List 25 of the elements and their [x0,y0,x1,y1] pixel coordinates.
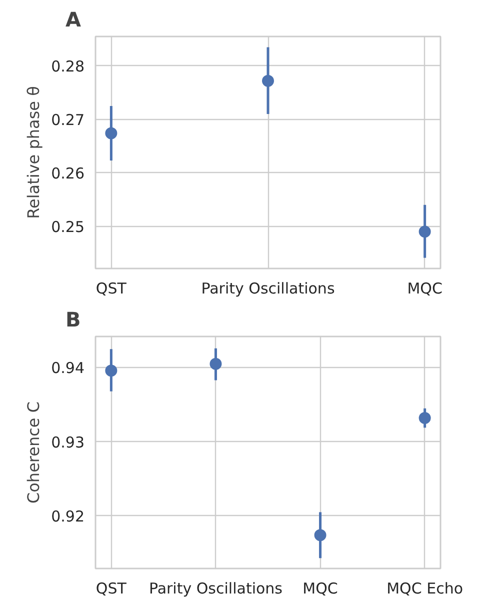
y-tick-label: 0.26 [51,164,85,182]
x-tick-label: Parity Oscillations [201,280,335,298]
x-tick-label: MQC Echo [386,580,464,598]
x-tick-label: MQC [302,580,338,598]
point [105,127,118,140]
point [418,226,431,238]
y-tick-label: 0.28 [51,57,85,76]
point [314,529,326,542]
y-tick-label: 0.27 [51,110,85,129]
y-tick-label: 0.93 [51,433,85,452]
y-axis-title: Coherence C [24,401,44,504]
point [262,74,274,87]
y-axis-title: Relative phase θ [24,86,44,219]
y-tick-label: 0.92 [51,507,85,526]
point [105,364,118,377]
x-tick-label: Parity Oscillations [148,580,283,598]
x-tick-label: QST [96,580,128,598]
y-tick-label: 0.94 [51,359,85,378]
y-tick-label: 0.25 [51,218,85,236]
point [418,412,431,424]
point [210,358,222,370]
chart-title: B [66,308,81,332]
x-tick-label: QST [96,280,128,298]
chart-title: A [66,8,82,32]
x-tick-label: MQC [407,280,442,298]
